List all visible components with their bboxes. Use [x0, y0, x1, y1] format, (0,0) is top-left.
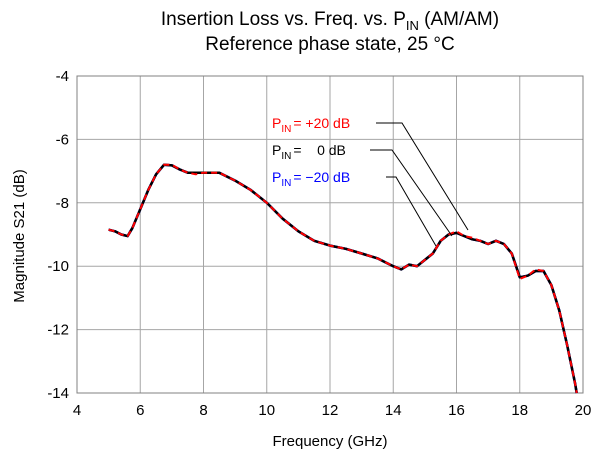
plot-border — [76, 75, 584, 394]
y-tick-label: -6 — [56, 131, 69, 148]
y-tick-label: -10 — [47, 258, 69, 275]
legend-entry: PIN = 0 dB — [272, 142, 346, 162]
legend-sub: IN — [281, 178, 291, 189]
x-tick-label: 8 — [199, 402, 207, 419]
legend-rest: = +20 dB — [293, 115, 350, 131]
leader-line — [386, 176, 437, 247]
leader-line — [376, 122, 469, 231]
legend-rest: = 0 dB — [293, 142, 346, 158]
leader-line — [370, 149, 453, 237]
y-axis-label: Magnitude S21 (dB) — [11, 169, 28, 302]
legend-name: P — [272, 142, 281, 158]
series-line — [108, 163, 578, 394]
grid — [76, 75, 584, 394]
legend-entry: PIN = −20 dB — [272, 169, 350, 189]
y-tick-label: -4 — [56, 68, 69, 85]
title-main: Insertion Loss vs. Freq. vs. P — [161, 9, 406, 30]
series-line — [108, 163, 578, 394]
legend-rest: = −20 dB — [293, 169, 350, 185]
x-tick-label: 10 — [258, 402, 275, 419]
x-tick-label: 18 — [511, 402, 528, 419]
x-tick-label: 12 — [322, 402, 339, 419]
x-axis-label: Frequency (GHz) — [272, 433, 387, 450]
x-tick-label: 16 — [448, 402, 465, 419]
title-sub: IN — [406, 18, 419, 33]
chart-subtitle: Reference phase state, 25 °C — [205, 34, 454, 55]
lines — [108, 163, 578, 394]
x-tick-label: 4 — [73, 402, 81, 419]
legend-entry: PIN = +20 dB — [272, 115, 350, 135]
title-end: (AM/AM) — [419, 9, 499, 30]
legend-sub: IN — [281, 151, 291, 162]
legend-name: P — [272, 169, 281, 185]
y-tick-label: -8 — [56, 195, 69, 212]
x-tick-label: 14 — [385, 402, 402, 419]
legend-name: P — [272, 115, 281, 131]
series-line — [108, 163, 578, 394]
legend-sub: IN — [281, 124, 291, 135]
leader-lines — [370, 122, 469, 247]
x-tick-label: 6 — [136, 402, 144, 419]
x-tick-label: 20 — [575, 402, 592, 419]
y-tick-label: -14 — [47, 385, 69, 402]
chart-title: Insertion Loss vs. Freq. vs. PIN (AM/AM) — [161, 9, 499, 33]
y-tick-label: -12 — [47, 322, 69, 339]
